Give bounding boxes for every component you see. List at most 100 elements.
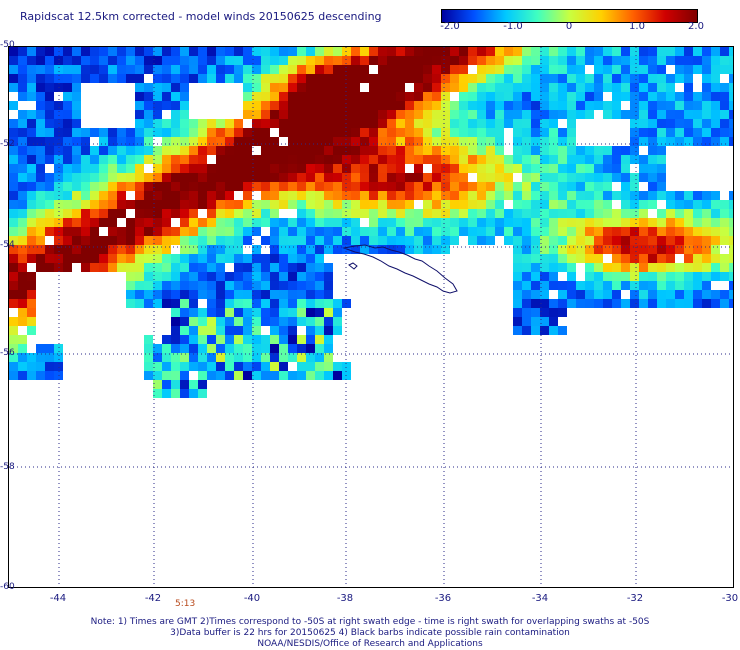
wind-diff-cell <box>36 47 45 56</box>
wind-diff-cell <box>576 83 585 92</box>
wind-diff-cell <box>306 182 315 191</box>
wind-diff-cell <box>279 263 288 272</box>
wind-diff-cell <box>387 173 396 182</box>
wind-diff-cell <box>540 326 549 335</box>
wind-diff-cell <box>414 137 423 146</box>
wind-diff-cell <box>675 101 684 110</box>
wind-diff-cell <box>297 335 306 344</box>
wind-difference-map[interactable] <box>8 46 734 588</box>
wind-diff-cell <box>504 92 513 101</box>
wind-diff-cell <box>612 83 621 92</box>
wind-diff-cell <box>297 281 306 290</box>
wind-diff-cell <box>243 209 252 218</box>
wind-diff-cell <box>207 74 216 83</box>
wind-diff-cell <box>36 245 45 254</box>
wind-diff-cell <box>441 83 450 92</box>
wind-diff-cell <box>9 263 18 272</box>
wind-diff-cell <box>306 65 315 74</box>
wind-diff-cell <box>207 308 216 317</box>
wind-diff-cell <box>180 101 189 110</box>
lon-label: -44 <box>49 593 67 604</box>
wind-diff-cell <box>135 200 144 209</box>
wind-diff-cell <box>189 344 198 353</box>
wind-diff-cell <box>180 191 189 200</box>
wind-diff-cell <box>630 254 639 263</box>
wind-diff-cell <box>162 389 171 398</box>
wind-diff-cell <box>432 182 441 191</box>
wind-diff-cell <box>576 101 585 110</box>
wind-diff-cell <box>702 128 711 137</box>
wind-diff-cell <box>558 200 567 209</box>
wind-diff-cell <box>540 317 549 326</box>
wind-diff-cell <box>99 191 108 200</box>
wind-diff-cell <box>405 137 414 146</box>
wind-diff-cell <box>153 281 162 290</box>
wind-diff-cell <box>288 119 297 128</box>
wind-diff-cell <box>27 155 36 164</box>
wind-diff-cell <box>405 47 414 56</box>
wind-diff-cell <box>558 218 567 227</box>
wind-diff-cell <box>603 236 612 245</box>
wind-diff-cell <box>36 362 45 371</box>
wind-diff-cell <box>486 92 495 101</box>
wind-diff-cell <box>333 227 342 236</box>
wind-diff-cell <box>207 290 216 299</box>
wind-diff-cell <box>9 191 18 200</box>
wind-diff-cell <box>702 65 711 74</box>
wind-diff-cell <box>495 155 504 164</box>
wind-diff-cell <box>378 119 387 128</box>
wind-diff-cell <box>414 74 423 83</box>
wind-diff-cell <box>387 83 396 92</box>
wind-diff-cell <box>621 272 630 281</box>
wind-diff-cell <box>333 299 342 308</box>
wind-diff-cell <box>63 200 72 209</box>
wind-diff-cell <box>144 146 153 155</box>
wind-diff-cell <box>324 209 333 218</box>
wind-diff-cell <box>297 65 306 74</box>
wind-diff-cell <box>540 299 549 308</box>
wind-diff-cell <box>342 146 351 155</box>
wind-diff-cell <box>198 317 207 326</box>
wind-diff-cell <box>306 263 315 272</box>
wind-diff-cell <box>450 155 459 164</box>
wind-diff-cell <box>162 362 171 371</box>
wind-diff-cell <box>549 191 558 200</box>
wind-diff-cell <box>522 245 531 254</box>
wind-diff-cell <box>153 92 162 101</box>
wind-diff-cell <box>468 119 477 128</box>
wind-diff-cell <box>18 74 27 83</box>
wind-diff-cell <box>297 74 306 83</box>
wind-diff-cell <box>666 119 675 128</box>
wind-diff-cell <box>423 65 432 74</box>
wind-diff-cell <box>180 353 189 362</box>
wind-diff-cell <box>729 65 733 74</box>
wind-diff-cell <box>540 47 549 56</box>
wind-diff-cell <box>261 110 270 119</box>
wind-diff-cell <box>441 191 450 200</box>
south-georgia-coastline <box>342 244 458 294</box>
wind-diff-cell <box>576 209 585 218</box>
wind-diff-cell <box>513 119 522 128</box>
wind-diff-cell <box>180 83 189 92</box>
wind-diff-cell <box>108 146 117 155</box>
wind-diff-cell <box>576 191 585 200</box>
wind-diff-cell <box>540 119 549 128</box>
wind-diff-cell <box>225 119 234 128</box>
wind-diff-cell <box>18 92 27 101</box>
wind-diff-cell <box>603 245 612 254</box>
wind-diff-cell <box>702 209 711 218</box>
wind-diff-cell <box>396 47 405 56</box>
wind-diff-cell <box>711 56 720 65</box>
wind-diff-cell <box>180 173 189 182</box>
wind-diff-cell <box>63 164 72 173</box>
wind-diff-cell <box>477 200 486 209</box>
wind-diff-cell <box>72 164 81 173</box>
wind-diff-cell <box>702 101 711 110</box>
wind-diff-cell <box>72 92 81 101</box>
wind-diff-cell <box>36 182 45 191</box>
wind-diff-cell <box>225 164 234 173</box>
wind-diff-cell <box>153 380 162 389</box>
wind-diff-cell <box>153 344 162 353</box>
wind-diff-cell <box>324 92 333 101</box>
wind-diff-cell <box>180 245 189 254</box>
